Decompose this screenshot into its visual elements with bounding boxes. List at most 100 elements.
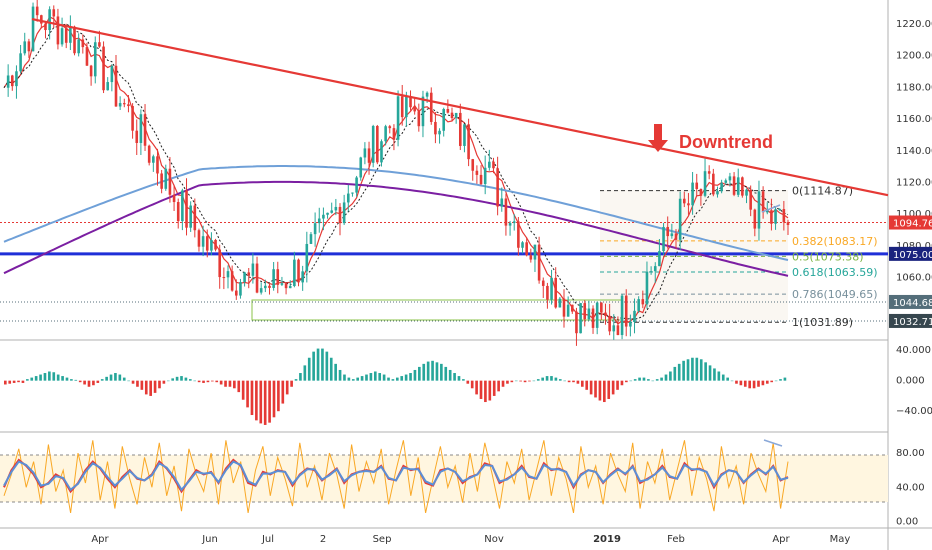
macd-bar bbox=[396, 377, 399, 381]
downtrend-line[interactable] bbox=[31, 18, 889, 197]
macd-bar bbox=[506, 380, 509, 384]
candle-body bbox=[492, 161, 495, 169]
macd-bar bbox=[655, 379, 659, 381]
candle-body bbox=[550, 277, 553, 300]
candle-body bbox=[152, 156, 155, 163]
candle-body bbox=[786, 222, 790, 226]
macd-bar bbox=[453, 373, 456, 381]
macd-bar bbox=[629, 380, 633, 382]
macd-bar bbox=[87, 380, 91, 387]
candle-body bbox=[122, 103, 126, 105]
candle-body bbox=[562, 298, 566, 317]
candle-body bbox=[446, 109, 450, 113]
candle-body bbox=[69, 26, 72, 43]
macd-bar bbox=[21, 380, 25, 383]
macd-bar bbox=[735, 380, 738, 384]
candle-body bbox=[156, 156, 159, 174]
candle-body bbox=[658, 251, 661, 267]
macd-bar bbox=[378, 373, 382, 381]
macd-bar bbox=[202, 380, 205, 383]
macd-bar bbox=[105, 376, 108, 381]
candle-body bbox=[429, 92, 433, 122]
candle-body bbox=[475, 170, 479, 175]
candle-body bbox=[521, 242, 524, 248]
candle-body bbox=[778, 209, 782, 211]
macd-bar bbox=[554, 377, 558, 381]
macd-bar bbox=[131, 380, 135, 384]
macd-bar bbox=[8, 380, 12, 384]
axes: 1220.00 1200.00 1180.00 1160.00 1140.00 1120.… bbox=[91, 19, 932, 545]
macd-bar bbox=[686, 359, 690, 381]
candle-body bbox=[575, 311, 578, 334]
stoch-band bbox=[0, 455, 888, 502]
macd-bar bbox=[290, 380, 293, 387]
candle-body bbox=[214, 239, 217, 250]
macd-bar bbox=[558, 379, 562, 381]
candle-body bbox=[670, 233, 674, 237]
candle-body bbox=[500, 198, 504, 207]
macd-bar bbox=[224, 380, 227, 387]
candle-body bbox=[6, 75, 10, 88]
candle-body bbox=[413, 107, 416, 112]
candle-body bbox=[417, 111, 421, 127]
macd-bar bbox=[43, 373, 47, 381]
macd-bar bbox=[620, 380, 624, 386]
macd-bar bbox=[48, 371, 51, 381]
macd-bar bbox=[325, 351, 329, 381]
macd-bar bbox=[259, 380, 263, 424]
candle-body bbox=[330, 210, 334, 213]
arrow-icon bbox=[763, 439, 783, 447]
macd-bar bbox=[268, 380, 271, 423]
candle-body bbox=[376, 125, 379, 163]
macd-bar bbox=[475, 380, 478, 395]
candle-body bbox=[608, 315, 611, 332]
candle-body bbox=[259, 288, 263, 293]
candle-body bbox=[662, 226, 665, 252]
macd-bar bbox=[647, 379, 650, 381]
candle-body bbox=[48, 9, 51, 31]
macd-bar bbox=[699, 359, 703, 381]
candle-body bbox=[570, 304, 574, 312]
candle-body bbox=[566, 304, 570, 317]
price-tag-label: 1094.76 bbox=[893, 219, 932, 230]
macd-tick-label: −40.000 bbox=[896, 406, 932, 417]
macd-bar bbox=[52, 372, 56, 381]
macd-bar bbox=[669, 371, 672, 381]
macd-bar bbox=[329, 357, 333, 381]
macd-bar bbox=[541, 377, 544, 381]
macd-bar bbox=[580, 380, 584, 387]
fib-level-label: 0.786(1049.65) bbox=[792, 288, 878, 301]
trendline[interactable] bbox=[31, 18, 889, 197]
macd-bar bbox=[162, 380, 166, 384]
time-tick-label: May bbox=[830, 534, 851, 545]
macd-bar bbox=[713, 368, 716, 381]
candle-body bbox=[85, 47, 89, 66]
candle-body bbox=[342, 202, 346, 224]
macd-bar bbox=[114, 373, 117, 381]
candle-body bbox=[297, 259, 300, 283]
candle-body bbox=[749, 189, 752, 210]
candle-body bbox=[147, 145, 151, 163]
candle-body bbox=[268, 285, 271, 288]
downtrend-annotation[interactable]: Downtrend bbox=[648, 124, 773, 152]
macd-bar bbox=[743, 380, 747, 387]
candle-body bbox=[629, 321, 632, 327]
candle-body bbox=[77, 39, 80, 54]
macd-bar bbox=[638, 377, 641, 381]
candle-body bbox=[160, 173, 163, 189]
candle-body bbox=[35, 6, 39, 16]
macd-bar bbox=[765, 380, 769, 384]
price-tag-label: 1044.68 bbox=[893, 298, 932, 309]
macd-bar bbox=[285, 380, 289, 395]
macd-bar bbox=[237, 380, 241, 393]
candle-body bbox=[322, 214, 325, 219]
macd-bar bbox=[211, 380, 214, 382]
macd-bar bbox=[61, 376, 64, 381]
macd-bar bbox=[4, 380, 7, 385]
macd-bar bbox=[255, 380, 258, 421]
candle-body bbox=[127, 104, 130, 107]
macd-bar bbox=[625, 380, 628, 383]
macd-bar bbox=[334, 363, 337, 381]
macd-bar bbox=[193, 380, 197, 382]
